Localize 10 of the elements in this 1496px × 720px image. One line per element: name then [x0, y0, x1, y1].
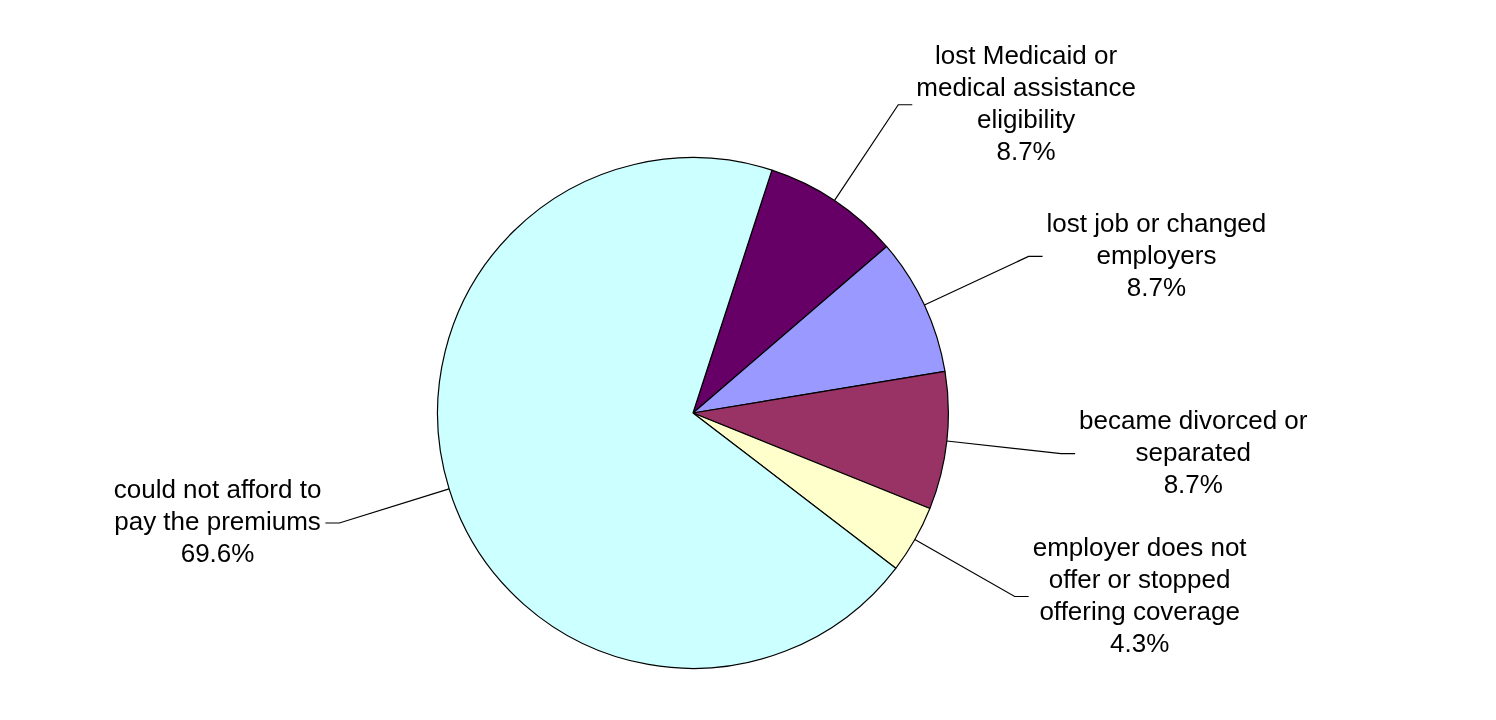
data-label: 8.7%: [996, 135, 1056, 166]
slice-label: could not afford to pay the premiums: [113, 474, 322, 537]
data-label: 8.7%: [1126, 271, 1187, 302]
data-label: 4.3%: [1110, 627, 1170, 658]
slice-label: lost job or changed employers: [1046, 207, 1267, 270]
data-label: 69.6%: [180, 538, 255, 569]
slice-label: became divorced or separated: [1079, 404, 1308, 467]
slice-label: lost Medicaid or medical assistance eligibility: [916, 39, 1136, 134]
slice-label: employer does not offer or stopped offering coverage: [1032, 531, 1248, 626]
data-label: 8.7%: [1163, 468, 1223, 499]
